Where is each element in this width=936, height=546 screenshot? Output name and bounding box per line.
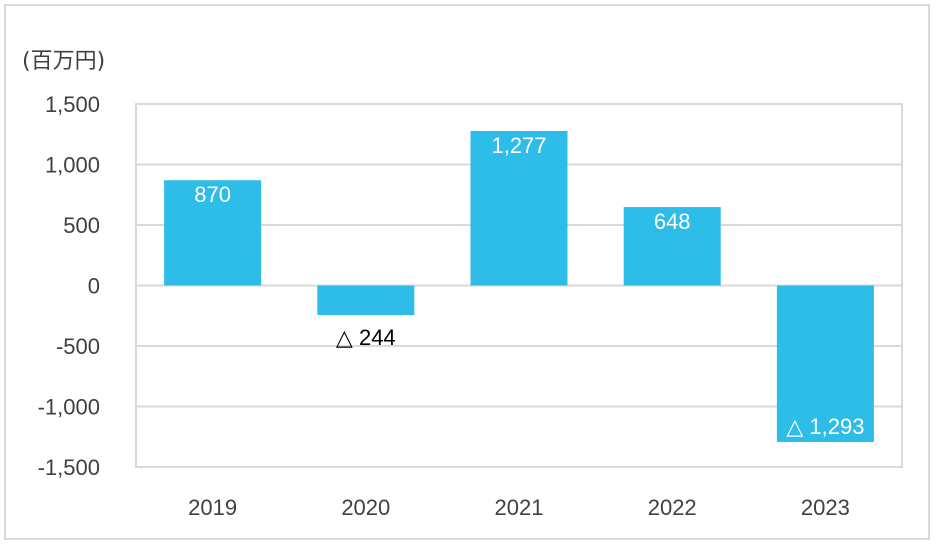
y-tick-label: -500 bbox=[56, 334, 100, 359]
y-tick-label: 0 bbox=[88, 274, 100, 299]
bar-2019 bbox=[164, 180, 262, 286]
bar-2020 bbox=[317, 285, 415, 316]
data-label: 648 bbox=[654, 209, 691, 234]
data-label: 870 bbox=[194, 182, 231, 207]
x-tick-label: 2019 bbox=[188, 495, 237, 520]
x-axis-ticks: 2019 2020 2021 2022 2023 bbox=[188, 495, 850, 520]
plot-area-border bbox=[135, 103, 903, 468]
x-tick-label: 2022 bbox=[648, 495, 697, 520]
bar-2023 bbox=[776, 285, 874, 442]
chart-frame bbox=[4, 4, 930, 540]
y-axis-ticks: 1,500 1,000 500 0 -500 -1,000 -1,500 bbox=[38, 92, 100, 480]
data-label: △ 1,293 bbox=[786, 414, 864, 439]
y-tick-label: 1,500 bbox=[45, 92, 100, 117]
unit-label: (百万円) bbox=[22, 49, 105, 74]
y-tick-label: 1,000 bbox=[45, 153, 100, 178]
y-tick-label: -1,000 bbox=[38, 395, 100, 420]
y-tick-label: 500 bbox=[63, 213, 100, 238]
bars bbox=[164, 130, 874, 442]
data-label: 1,277 bbox=[491, 133, 546, 158]
x-tick-label: 2021 bbox=[495, 495, 544, 520]
x-tick-label: 2023 bbox=[801, 495, 850, 520]
bar-2022 bbox=[623, 207, 721, 286]
data-labels: 870 △ 244 1,277 648 △ 1,293 bbox=[194, 133, 864, 439]
data-label: △ 244 bbox=[336, 325, 396, 350]
y-tick-label: -1,500 bbox=[38, 455, 100, 480]
x-tick-label: 2020 bbox=[341, 495, 390, 520]
bar-2021 bbox=[470, 130, 568, 286]
